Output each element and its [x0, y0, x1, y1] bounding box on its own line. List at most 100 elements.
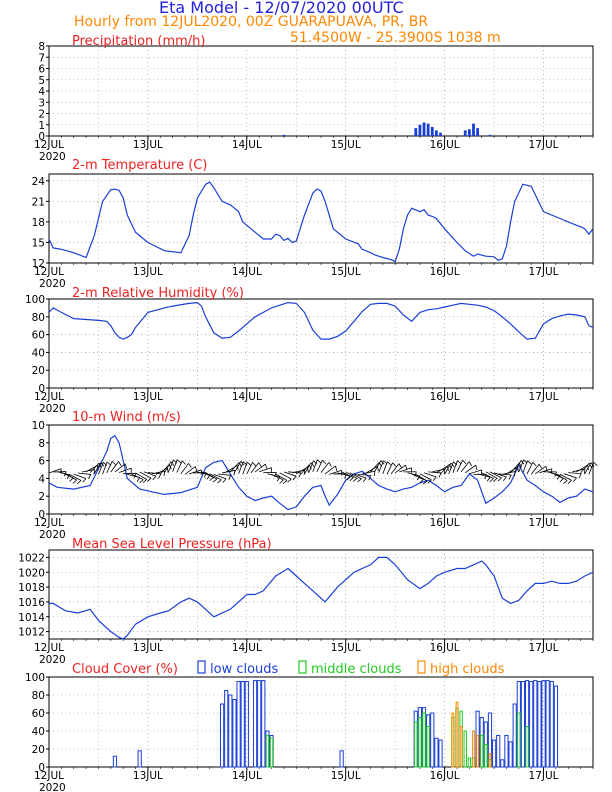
wind-barb — [102, 461, 112, 475]
wind-barb-shaft — [259, 467, 272, 473]
wind-barb-shaft — [139, 471, 152, 479]
chart-title: Eta Model - 12/07/2020 00UTC — [159, 0, 404, 17]
wind-barb-shaft — [469, 469, 482, 475]
wind-barb-flag — [77, 480, 82, 485]
wind-barb-shaft — [580, 462, 590, 474]
wind-barb-shaft — [411, 473, 424, 480]
wind-barb-shaft — [506, 466, 518, 475]
y-tick-label: 1014 — [18, 612, 45, 624]
wind-barb-shaft — [432, 468, 446, 473]
plot-frame — [48, 424, 594, 515]
wind-barb-flag — [222, 478, 227, 483]
wind-barb-shaft — [275, 473, 288, 481]
precip-bar — [439, 132, 442, 136]
cloud-legend: low clouds middle clouds high clouds — [197, 660, 505, 677]
wind-barb-shaft — [399, 467, 412, 473]
y-tick-label: 1020 — [18, 567, 45, 579]
wind-barb-shaft — [584, 462, 592, 475]
wind-barb-flag — [188, 463, 192, 468]
wind-barb — [411, 473, 424, 484]
cloud-low-bar — [339, 750, 344, 768]
wind-barb — [176, 460, 187, 473]
wind-barb-flag — [497, 477, 502, 482]
wind-barb-flag — [217, 479, 222, 484]
wind-barb-flag — [462, 459, 467, 465]
wind-barb — [73, 473, 87, 483]
x-tick-label: 17JUL — [529, 139, 559, 151]
precip-bar — [426, 123, 430, 136]
cloud-low-bar — [529, 681, 534, 768]
y-tick-label: 0 — [38, 762, 45, 774]
wind-barb — [329, 469, 342, 476]
cloud-low-bar — [224, 690, 229, 768]
cloud-low-bar — [438, 739, 443, 768]
wind-barb-shaft — [304, 462, 312, 475]
x-tick-label: 14JUL — [232, 517, 262, 529]
wind-barb-shaft — [168, 459, 174, 473]
wind-barb-shaft — [65, 473, 77, 481]
x-tick-label: 14JUL — [232, 642, 262, 654]
wind-barb-shaft — [246, 462, 253, 475]
x-tick-label: 13JUL — [133, 642, 163, 654]
wind-barb-shaft — [510, 462, 520, 473]
wind-barb — [485, 471, 498, 482]
wind-barb — [448, 461, 458, 475]
wind-barb — [506, 466, 519, 475]
x-tick-label: 17JUL — [529, 391, 559, 403]
wind-barb-flag — [349, 477, 354, 482]
x-tick-year: 2020 — [39, 782, 66, 792]
wind-barb-shaft — [493, 472, 507, 478]
x-tick-label: 17JUL — [529, 517, 559, 529]
wind-barb-flag — [287, 478, 292, 483]
wind-barb-flag — [158, 473, 162, 479]
wind-barb — [118, 467, 132, 474]
wind-barb — [275, 473, 288, 484]
y-tick-label: 8 — [38, 41, 45, 53]
cloud-low-bar — [430, 712, 435, 768]
wind-barb — [188, 469, 202, 475]
rh-title: 2-m Relative Humidity (%) — [72, 286, 244, 301]
wind-barb-shaft — [329, 469, 342, 475]
wind-barb-shaft — [576, 464, 588, 473]
wind-barb-shaft — [131, 473, 144, 480]
temp-series-line — [48, 181, 594, 263]
wind-barb — [316, 459, 327, 472]
wind-barb-flag — [368, 475, 372, 481]
wind-barb-flag — [103, 462, 108, 467]
wind-barb-flag — [486, 477, 491, 482]
station-location: 51.4500W - 25.3900S 1038 m — [290, 30, 501, 46]
x-tick-label: 13JUL — [133, 266, 163, 278]
wind-barb — [386, 462, 397, 475]
wind-barb-flag — [344, 473, 347, 479]
wind-barb — [407, 472, 421, 481]
wind-barb-flag — [212, 478, 218, 483]
wind-barb-shaft — [164, 461, 172, 474]
wind-barb-shaft — [312, 459, 318, 473]
x-tick-label: 14JUL — [232, 770, 262, 782]
wind-barb-shaft — [559, 474, 572, 481]
wind-barb-flag — [317, 459, 322, 464]
x-tick-label: 15JUL — [331, 642, 361, 654]
y-tick-label: 24 — [32, 176, 46, 188]
wind-barb — [493, 472, 507, 482]
plot-frame — [48, 676, 594, 768]
wind-barb-flag — [176, 459, 182, 464]
wind-barb-shaft — [349, 472, 362, 480]
x-tick-year: 2020 — [39, 151, 66, 163]
cloud-low-bar — [496, 735, 501, 768]
cloud-high-bar — [472, 730, 475, 768]
cloud-middle-bar — [414, 721, 418, 768]
cloud-middle-bar — [484, 744, 488, 768]
wind-barb — [114, 463, 128, 473]
cloud-middle-bar — [480, 735, 484, 768]
legend-middle-swatch — [298, 660, 307, 674]
wind-barb-flag — [432, 476, 437, 482]
y-tick-label: 2 — [38, 109, 45, 121]
wind-barb-shaft — [320, 462, 330, 473]
wind-barb-flag — [88, 474, 92, 480]
wind-barb — [349, 472, 362, 483]
wind-barb-shaft — [353, 473, 367, 479]
cloud-high-bar — [459, 726, 463, 768]
